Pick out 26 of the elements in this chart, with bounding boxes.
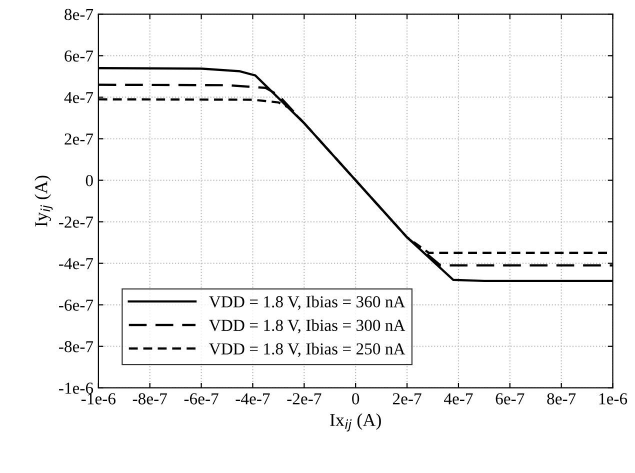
x-tick-label: 0 — [352, 393, 360, 404]
y-tick-label: 2e-7 — [64, 133, 94, 145]
y-tick-label: -1e-6 — [59, 382, 94, 394]
x-tick-label: 1e-6 — [599, 393, 628, 404]
legend-label: VDD = 1.8 V, Ibias = 250 nA — [209, 342, 406, 357]
x-tick-label: 8e-7 — [547, 393, 576, 404]
x-tick-label: 4e-7 — [444, 393, 473, 404]
x-axis-title: Ix$_{ij}$ (A) — [330, 413, 381, 432]
y-axis-title: Iy$_{ij}$ (A) — [34, 176, 53, 227]
y-tick-label: 6e-7 — [64, 50, 94, 62]
x-tick-label: -4e-7 — [236, 393, 270, 404]
y-tick-label: 8e-7 — [64, 8, 94, 20]
x-tick-label: -6e-7 — [184, 393, 218, 404]
x-tick-label: 2e-7 — [392, 393, 422, 404]
y-tick-label: -6e-7 — [59, 300, 94, 311]
y-tick-label: 0 — [86, 174, 93, 186]
x-tick-label: -8e-7 — [132, 393, 167, 404]
y-tick-label: -2e-7 — [59, 216, 94, 228]
x-tick-label: 6e-7 — [496, 393, 524, 404]
x-tick-label: -2e-7 — [287, 393, 322, 404]
x-tick-label: -1e-6 — [81, 393, 116, 404]
legend-label: VDD = 1.8 V, Ibias = 300 nA — [209, 319, 406, 334]
y-tick-label: 4e-7 — [64, 92, 94, 104]
legend-label: VDD = 1.8 V, Ibias = 360 nA — [209, 296, 406, 310]
y-tick-label: -8e-7 — [59, 341, 94, 352]
y-tick-label: -4e-7 — [59, 258, 94, 270]
